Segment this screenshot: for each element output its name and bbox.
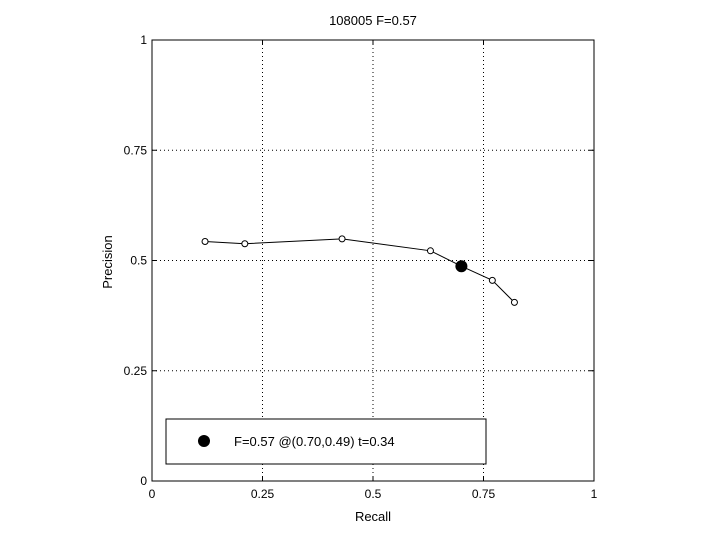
x-tick-label: 0.5 — [365, 487, 382, 501]
pr-curve-point — [241, 240, 249, 248]
pr-curve-point — [201, 238, 209, 246]
y-tick-label: 0 — [140, 474, 147, 488]
pr-curve-point — [488, 276, 496, 284]
pr-curve-point — [338, 235, 346, 243]
x-tick-label: 0 — [149, 487, 156, 501]
series-layer — [201, 235, 518, 306]
x-tick-label: 0.25 — [251, 487, 275, 501]
y-tick-label: 0.25 — [124, 364, 148, 378]
grid-lines — [152, 40, 594, 481]
legend-label: F=0.57 @(0.70,0.49) t=0.34 — [234, 434, 395, 449]
legend-box — [165, 418, 487, 465]
pr-curve-point — [510, 298, 518, 306]
y-tick-label: 1 — [140, 33, 147, 47]
x-axis-label: Recall — [355, 509, 391, 524]
legend: F=0.57 @(0.70,0.49) t=0.34 — [165, 418, 487, 465]
legend-marker — [198, 435, 210, 447]
pr-curve-point — [426, 247, 434, 255]
y-tick-label: 0.75 — [124, 143, 148, 157]
y-tick-label: 0.5 — [130, 254, 147, 268]
x-tick-label: 1 — [591, 487, 598, 501]
x-tick-label: 0.75 — [472, 487, 496, 501]
axis-ticks: 0 0.25 0.5 0.75 1 0 0.25 0.5 0.75 1 — [124, 33, 598, 501]
chart-title: 108005 F=0.57 — [329, 13, 417, 28]
y-axis-label: Precision — [100, 235, 115, 288]
best-f-point — [455, 260, 468, 273]
